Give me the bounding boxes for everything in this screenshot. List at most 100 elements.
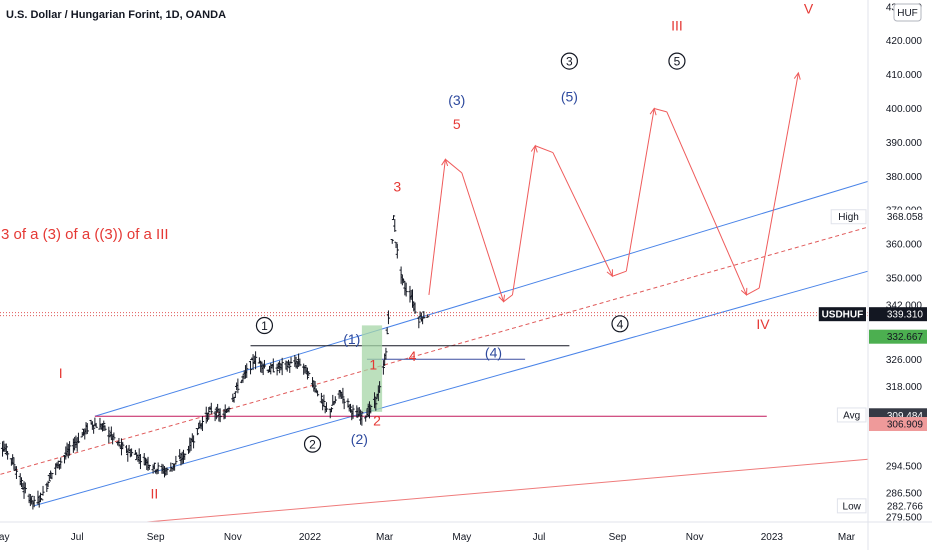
price-label: 332.667 [869,329,927,344]
price-bar [377,381,382,393]
wave-label-circle [611,315,629,333]
wave-label-text: 5 [453,116,461,132]
projection-segment [511,145,536,295]
x-tick-label: Mar [838,532,856,543]
projection-segment [503,294,513,303]
price-bar [369,404,373,414]
wave-label-text: I [59,365,63,381]
wave-label-text: 3 of a (3) of a ((3)) of a III [1,226,169,243]
y-tick-label: 342.000 [886,301,923,312]
channel-line [146,458,869,523]
price-bar [280,357,284,376]
wave-label: 4 [409,348,417,364]
highlight-box [361,325,383,412]
wave-label-text: V [804,1,814,17]
price-label-name: USDHUF [822,310,864,321]
currency-badge[interactable]: HUF [893,3,922,22]
wave-label-text: 5 [674,55,681,69]
wave-label-text: 2 [309,438,316,452]
x-tick-label: Mar [376,532,394,543]
price-bar [47,474,51,482]
y-tick-label: 318.000 [886,382,923,393]
price-bar [233,391,237,398]
price-bar [313,381,317,393]
wave-label-text: 1 [369,356,377,372]
price-bar [19,477,24,488]
wave-label: 4 [611,315,629,333]
price-bar [384,347,388,360]
wave-label: 3 [560,52,578,70]
price-label-tag [836,407,867,423]
x-tick-label: Sep [147,532,165,543]
wave-label: (3) [448,92,465,108]
price-label: Low 282.766 [836,498,927,514]
price-bar [307,371,311,376]
price-bar [129,448,134,457]
price-bar [121,441,125,450]
price-bar [138,454,143,470]
price-label-name: Low [843,501,862,512]
projection-arrows [428,71,801,303]
projection-segment [625,108,655,272]
price-bar [333,396,337,403]
projection-segment [552,152,613,277]
wave-label-text: (2) [351,431,368,447]
price-bar [385,327,389,335]
price-label-tag [818,307,866,322]
price-bar [174,455,178,465]
y-tick-label: 286.500 [886,489,923,500]
wave-label: (5) [561,89,578,105]
price-bar [12,457,16,470]
wave-label-text: (1) [343,331,360,347]
projection-segment [535,145,554,153]
horizontal-levels [0,312,868,417]
price-bar [103,425,107,431]
currency-badge-box[interactable] [893,3,922,22]
y-tick-label: 279.500 [886,512,923,523]
price-bar [218,408,222,423]
x-tick-label: 2022 [299,532,322,543]
price-bar [152,462,156,470]
price-bar [288,361,292,373]
x-tick-label: May [452,532,471,543]
wave-label-circle [668,52,686,70]
price-bar [50,472,54,480]
wave-label: 2 [303,435,322,453]
price-bar [248,360,253,375]
price-label-name: High [838,212,859,223]
y-tick-label: 400.000 [886,104,923,115]
projection-segment [758,72,799,289]
channel-line [0,226,869,475]
wave-labels: 3 of a (3) of a ((3)) of a III 1 2 3 4 5 (1) (2… [1,1,814,502]
x-tick-label: Nov [686,532,704,543]
price-bar [165,467,169,476]
y-tick-label: 390.000 [886,138,923,149]
wave-label: II [150,485,158,501]
projection-arrowhead [793,71,801,80]
price-bar [156,462,160,474]
price-bar [426,314,430,318]
wave-label-text: (5) [561,89,578,105]
projection-segment [666,111,747,296]
price-bar [417,316,421,329]
price-bar [32,495,36,508]
symbol-title: U.S. Dollar / Hungarian Forint, 1D, OAND… [6,9,226,21]
price-bar [386,310,391,325]
wave-label-text: III [671,18,683,34]
price-bar [374,396,378,411]
wave-label-text: 3 [566,55,573,69]
price-bar [30,495,34,505]
projection-segment [428,159,446,295]
price-bar [59,457,63,469]
price-bar [404,282,408,297]
wave-label: I [59,365,63,381]
wave-label-text: 4 [409,348,417,364]
wave-label: 5 [668,52,686,70]
wave-label-text: 1 [261,319,268,333]
wave-label: 1 [369,356,377,372]
price-bar [112,432,116,441]
price-bar [40,498,44,501]
